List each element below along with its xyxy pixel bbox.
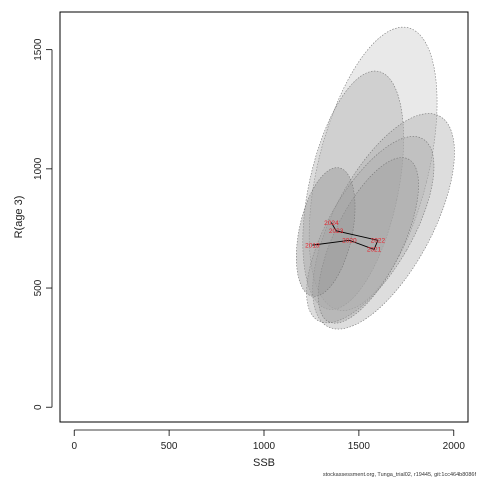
- confidence-ellipse: [317, 157, 419, 324]
- y-axis-title: R(age 3): [13, 196, 25, 239]
- y-tick-label: 1000: [33, 157, 44, 180]
- trajectory-line: [312, 222, 379, 250]
- y-tick-label: 0: [33, 404, 44, 410]
- x-tick-label: 1500: [348, 441, 371, 452]
- confidence-ellipse: [306, 136, 435, 324]
- trajectory: [312, 222, 379, 250]
- x-tick-label: 0: [71, 441, 77, 452]
- point-label-2024: 2024: [324, 220, 339, 227]
- x-axis-title: SSB: [253, 457, 275, 469]
- point-label-2020: 2020: [342, 238, 357, 245]
- plot-box: [59, 11, 469, 423]
- point-label-2023: 2023: [329, 228, 344, 235]
- confidence-ellipse: [302, 70, 404, 310]
- point-label-2019: 2019: [305, 242, 320, 249]
- footer-credit: stockassessment.org, Tunga_trial02, r194…: [322, 472, 476, 478]
- x-tick-label: 1000: [253, 441, 276, 452]
- point-label-2021: 2021: [367, 247, 382, 254]
- confidence-ellipse: [312, 113, 455, 330]
- x-tick-label: 500: [161, 441, 178, 452]
- confidence-ellipse: [296, 167, 356, 297]
- point-label-2022: 2022: [371, 238, 386, 245]
- y-tick-label: 500: [33, 279, 44, 296]
- axes: 0 500 1000 1500 2000 0 500 1000 1500: [33, 38, 465, 452]
- confidence-ellipses: [296, 26, 455, 330]
- x-tick-label: 2000: [443, 441, 466, 452]
- y-tick-label: 1500: [33, 38, 44, 61]
